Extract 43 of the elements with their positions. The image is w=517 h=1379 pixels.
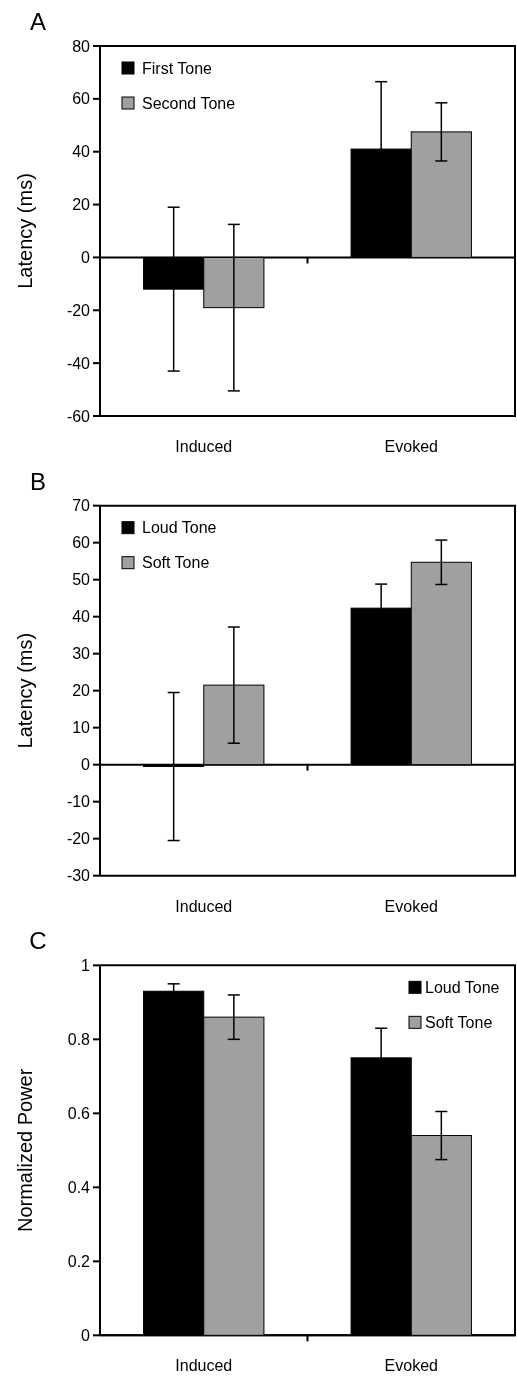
legend-label: Second Tone	[142, 94, 236, 112]
y-tick-label: 40	[72, 143, 91, 161]
x-tick-label: Evoked	[384, 438, 438, 455]
y-tick-label: 60	[72, 534, 91, 552]
y-tick-label: 40	[72, 608, 91, 626]
y-tick-label: -40	[66, 354, 91, 372]
x-tick-label: Evoked	[384, 1357, 438, 1375]
y-axis-title: Normalized Power	[14, 1068, 36, 1233]
x-tick-label: Evoked	[384, 897, 438, 915]
y-tick-label: 0.6	[67, 1104, 91, 1122]
legend-label: First Tone	[142, 59, 213, 77]
chart-title: B	[29, 467, 47, 495]
y-tick-label: 10	[72, 719, 91, 737]
y-tick-label: 80	[72, 37, 91, 55]
legend-label: Soft Tone	[425, 1013, 493, 1031]
y-tick-label: -60	[66, 407, 91, 425]
chart-title: C	[29, 927, 47, 955]
y-axis-title: Latency (ms)	[14, 173, 36, 289]
legend-label: Loud Tone	[425, 978, 500, 996]
y-tick-label: 0.8	[67, 1030, 91, 1048]
y-tick-label: 50	[72, 571, 91, 589]
y-tick-label: -10	[66, 793, 91, 811]
x-tick-label: Induced	[175, 438, 233, 455]
y-tick-label: 0	[81, 249, 91, 267]
y-tick-label: 0.4	[67, 1178, 91, 1196]
y-tick-label: -30	[66, 867, 91, 885]
x-tick-label: Induced	[175, 1357, 233, 1375]
y-tick-label: 70	[72, 497, 91, 515]
legend-label: Soft Tone	[142, 554, 210, 572]
y-tick-label: 20	[72, 682, 91, 700]
y-tick-label: 0	[81, 756, 91, 774]
chart-title: A	[29, 8, 47, 35]
y-tick-label: 1	[81, 956, 91, 974]
y-tick-label: 30	[72, 645, 91, 663]
y-tick-label: 0	[81, 1326, 91, 1344]
x-tick-label: Induced	[175, 897, 233, 915]
legend-label: Loud Tone	[142, 519, 217, 537]
y-tick-label: 60	[72, 90, 91, 108]
y-tick-label: 0.2	[67, 1252, 91, 1270]
y-tick-label: -20	[66, 830, 91, 848]
y-tick-label: -20	[66, 301, 91, 319]
y-axis-title: Latency (ms)	[14, 632, 36, 749]
y-tick-label: 20	[72, 196, 91, 214]
